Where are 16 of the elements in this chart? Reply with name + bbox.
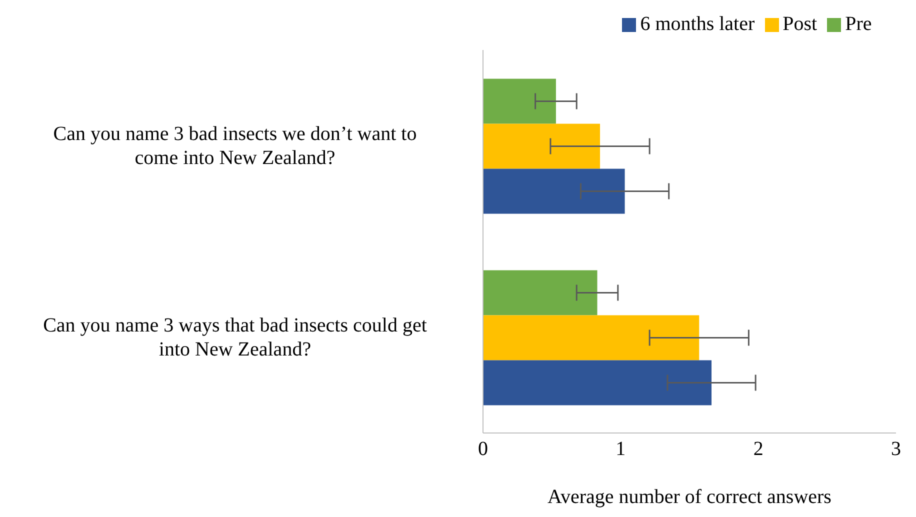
y-tick-label: Can you name 3 bad insects we don’t want to come into New Zealand? [53, 122, 417, 169]
x-axis-title: Average number of correct answers [548, 486, 832, 508]
x-tick-label: 0 [478, 438, 488, 460]
bar [483, 168, 625, 214]
legend-label: 6 months later [640, 13, 755, 35]
legend-label: Pre [845, 13, 872, 35]
y-tick-label: Can you name 3 ways that bad insects could get into New Zealand? [43, 314, 428, 360]
x-tick-label: 3 [891, 438, 901, 460]
x-tick-label: 2 [753, 438, 764, 460]
x-tick-label: 1 [616, 438, 626, 460]
bar [483, 360, 712, 406]
bar [483, 315, 700, 360]
bar [483, 78, 556, 124]
bar [483, 270, 598, 316]
legend-label: Post [782, 13, 818, 35]
bar [483, 124, 600, 169]
